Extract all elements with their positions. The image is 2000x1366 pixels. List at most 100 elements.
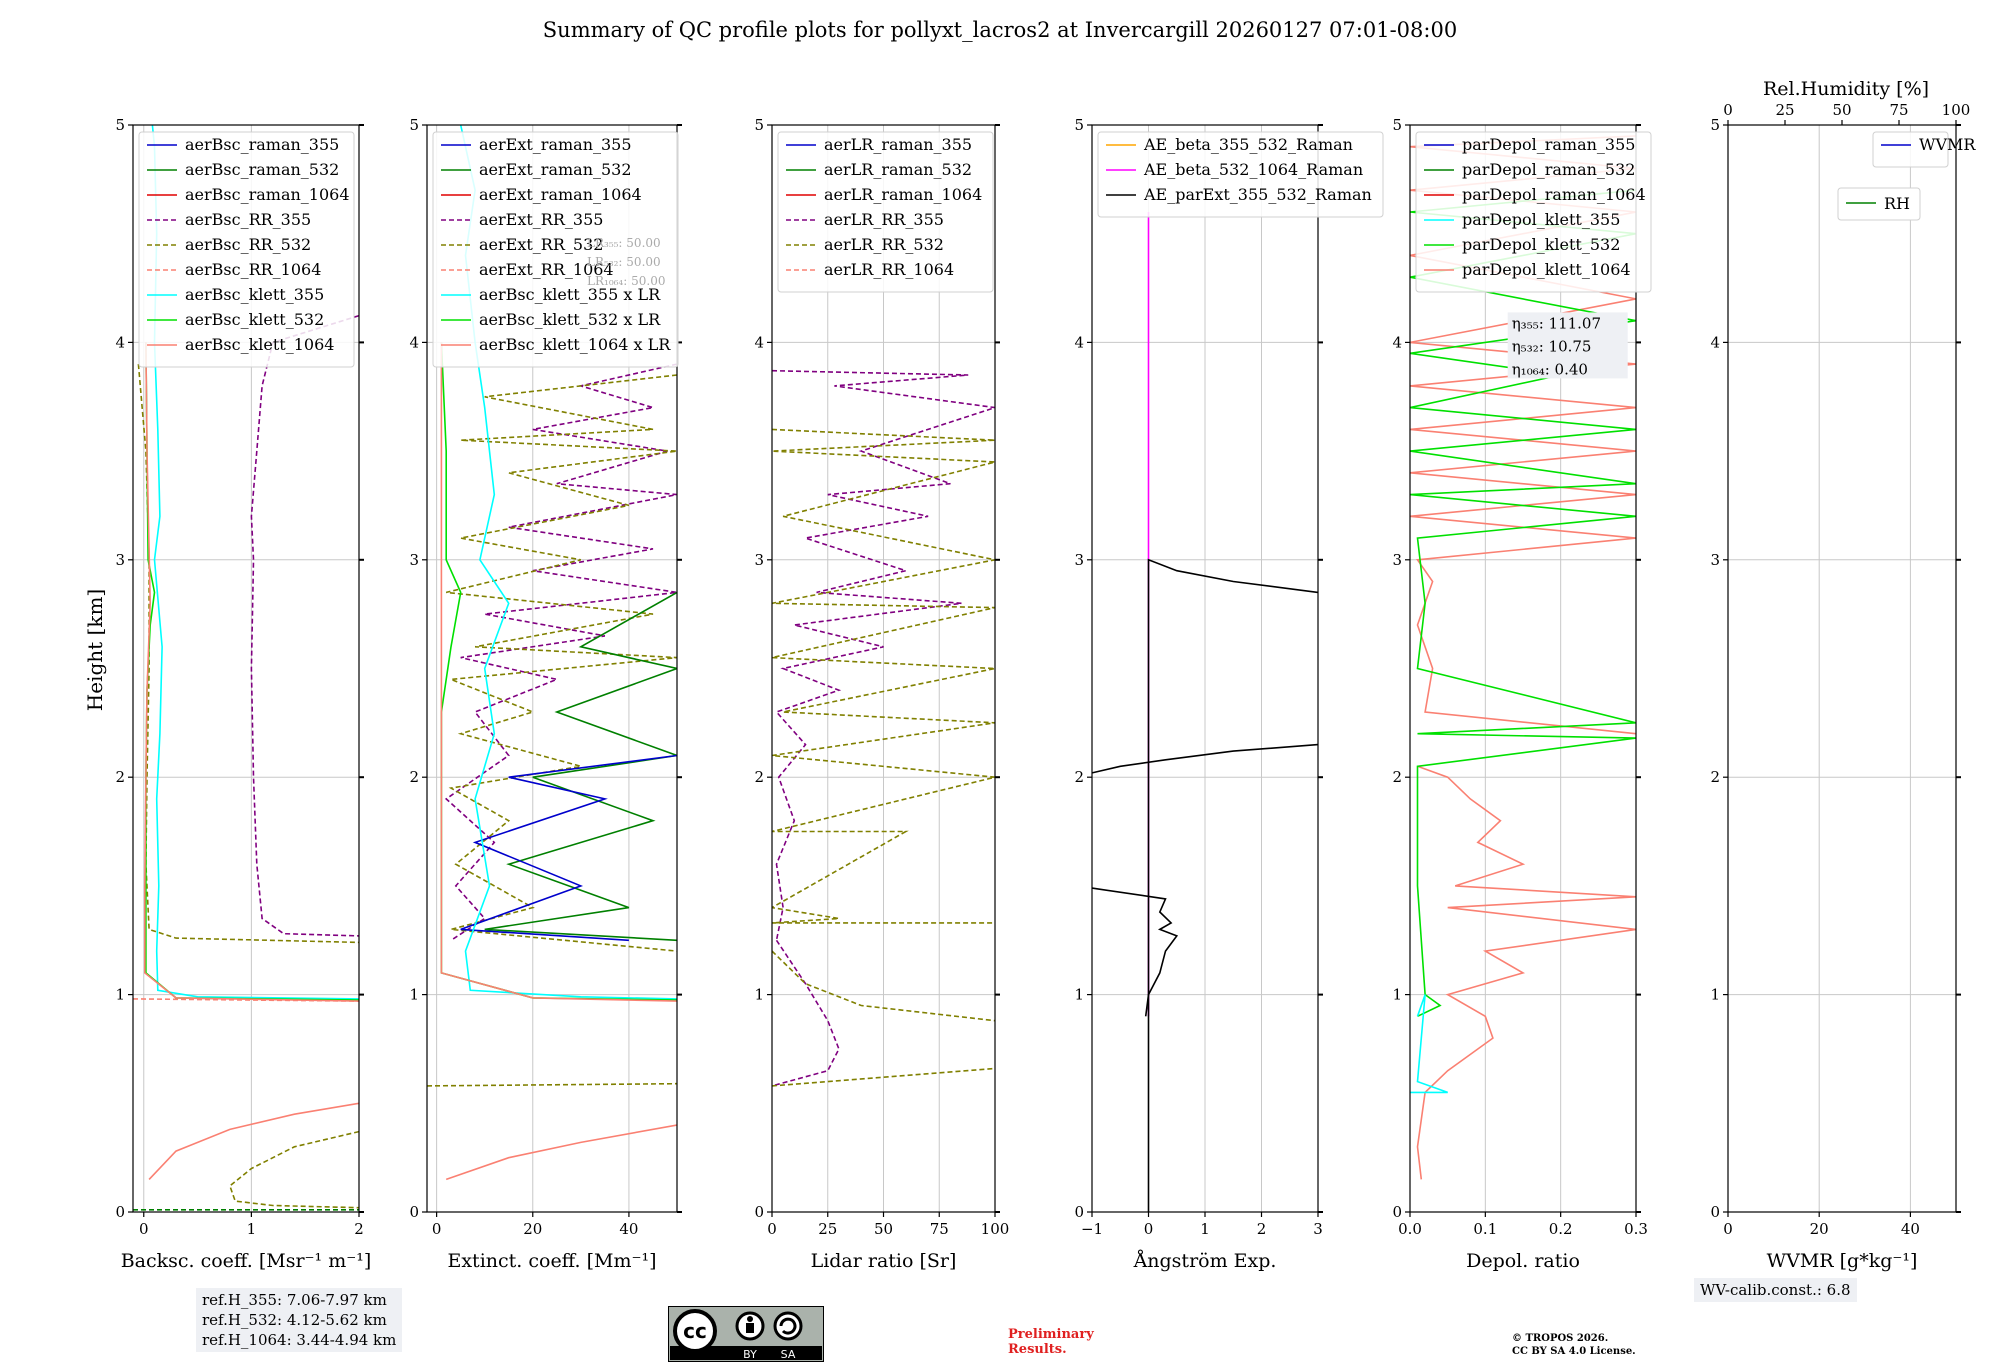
series-line bbox=[250, 314, 359, 937]
legend-entry: aerBsc_klett_355 bbox=[185, 285, 324, 304]
legend-box bbox=[1872, 131, 1949, 168]
legend-entry: aerExt_RR_1064 bbox=[479, 260, 614, 279]
legend-box bbox=[777, 131, 994, 293]
legend-entry: aerLR_RR_355 bbox=[824, 210, 944, 229]
series-line bbox=[484, 591, 677, 942]
x-top-tick-label: 0 bbox=[1723, 101, 1733, 119]
series-line bbox=[460, 754, 677, 942]
x-tick-label: 1 bbox=[1200, 1220, 1210, 1238]
cc-icon bbox=[673, 1309, 717, 1353]
series-line bbox=[772, 369, 995, 941]
y-tick-label: 4 bbox=[754, 333, 764, 351]
x-tick-label: 0 bbox=[432, 1220, 442, 1238]
series-line bbox=[228, 1130, 359, 1209]
lr-note: LR₃₅₅: 50.00 bbox=[587, 236, 661, 250]
legend-entry: aerBsc_raman_355 bbox=[185, 135, 339, 154]
series-line bbox=[446, 374, 677, 952]
y-tick-label: 1 bbox=[754, 986, 764, 1004]
series-line bbox=[1092, 743, 1318, 774]
panel-depol: 0 1 2 3 4 5 0.0 0.1 0.2 0.3 Depol. ratio parDepol_r… bbox=[1392, 116, 1652, 1272]
lr-note: LR₅₃₂: 50.00 bbox=[587, 255, 661, 269]
legend-entry: parDepol_klett_532 bbox=[1462, 235, 1620, 254]
y-tick-label: 5 bbox=[409, 116, 419, 134]
x-tick-label: 20 bbox=[1810, 1220, 1829, 1238]
ref-height-532: ref.H_532: 4.12-5.62 km bbox=[202, 1311, 387, 1329]
legend-entry: WVMR bbox=[1919, 135, 1976, 154]
legend-entry: aerBsc_klett_1064 x LR bbox=[479, 335, 671, 354]
x-tick-label: 40 bbox=[1901, 1220, 1920, 1238]
y-tick-label: 2 bbox=[1392, 768, 1402, 786]
y-tick-label: 0 bbox=[1392, 1203, 1402, 1221]
y-tick-label: 5 bbox=[754, 116, 764, 134]
x-tick-label: 0.2 bbox=[1549, 1220, 1573, 1238]
legend-entry: parDepol_klett_1064 bbox=[1462, 260, 1631, 279]
ref-height-box: ref.H_355: 7.06-7.97 km ref.H_532: 4.12-… bbox=[196, 1288, 403, 1352]
x-axis-label: Depol. ratio bbox=[1466, 1250, 1580, 1272]
series-line bbox=[144, 342, 359, 1002]
eta-note: η₃₅₅: 111.07 bbox=[1512, 314, 1601, 332]
legend2-entry: RH bbox=[1884, 194, 1910, 213]
series-group bbox=[427, 125, 677, 1181]
legend-entry: parDepol_raman_355 bbox=[1462, 135, 1635, 154]
series-line bbox=[1147, 558, 1318, 1212]
x-tick-label: 50 bbox=[874, 1220, 893, 1238]
y-tick-label: 4 bbox=[1392, 333, 1402, 351]
series-line bbox=[772, 950, 995, 1022]
x-tick-label: 2 bbox=[1257, 1220, 1267, 1238]
by-label: BY bbox=[743, 1348, 757, 1361]
legend-entry: aerBsc_RR_1064 bbox=[185, 260, 321, 279]
legend-entry: aerBsc_klett_532 bbox=[185, 310, 324, 329]
y-tick-label: 5 bbox=[115, 116, 125, 134]
legend-entry: aerLR_raman_1064 bbox=[824, 185, 982, 204]
series-line bbox=[445, 1124, 677, 1181]
y-tick-label: 3 bbox=[1392, 551, 1402, 569]
sa-icon bbox=[773, 1311, 803, 1341]
legend-entry: aerExt_raman_532 bbox=[479, 160, 632, 179]
y-tick-label: 3 bbox=[754, 551, 764, 569]
series-line bbox=[1092, 887, 1179, 1017]
legend-entry: aerLR_RR_532 bbox=[824, 235, 944, 254]
x-tick-label: 75 bbox=[930, 1220, 949, 1238]
eta-note: η₁₀₆₄: 0.40 bbox=[1512, 360, 1588, 378]
y-tick-label: 4 bbox=[1710, 333, 1720, 351]
y-tick-label: 3 bbox=[1710, 551, 1720, 569]
y-tick-label: 5 bbox=[1392, 116, 1402, 134]
legend-entry: aerBsc_RR_355 bbox=[185, 210, 311, 229]
x-top-tick-label: 25 bbox=[1775, 101, 1794, 119]
cc-icon-text: cc bbox=[683, 1319, 707, 1343]
legend-entry: aerExt_raman_355 bbox=[479, 135, 632, 154]
sa-label: SA bbox=[781, 1348, 796, 1361]
wv-calib-text: WV-calib.const.: 6.8 bbox=[1700, 1281, 1851, 1299]
x-tick-label: 0 bbox=[1144, 1220, 1154, 1238]
y-tick-label: 2 bbox=[1710, 768, 1720, 786]
series-line bbox=[148, 1102, 359, 1180]
axes-frame bbox=[1409, 124, 1637, 1213]
y-tick-label: 4 bbox=[1074, 333, 1084, 351]
panel-ext: 0 1 2 3 4 5 0 20 40 Extinct. coeff. [Mm⁻¹] aerExt_… bbox=[409, 116, 682, 1272]
legend-entry: parDepol_raman_532 bbox=[1462, 160, 1635, 179]
ref-height-355: ref.H_355: 7.06-7.97 km bbox=[202, 1291, 387, 1309]
series-line bbox=[772, 1067, 995, 1087]
legend-entry: aerLR_raman_355 bbox=[824, 135, 972, 154]
eta-note: η₅₃₂: 10.75 bbox=[1512, 337, 1592, 355]
copyright-line-2: CC BY SA 4.0 License. bbox=[1512, 1346, 1636, 1357]
series-line bbox=[440, 342, 677, 1001]
legend-entry: aerExt_RR_355 bbox=[479, 210, 603, 229]
legend-entry: aerBsc_klett_532 x LR bbox=[479, 310, 661, 329]
x-tick-label: 1 bbox=[247, 1220, 257, 1238]
x-tick-label: 0.0 bbox=[1398, 1220, 1422, 1238]
y-tick-label: 2 bbox=[754, 768, 764, 786]
y-tick-label: 0 bbox=[1074, 1203, 1084, 1221]
axes-frame bbox=[1727, 124, 1957, 1213]
x-top-axis-label: Rel.Humidity [%] bbox=[1763, 78, 1929, 100]
lr-note: LR₁₀₆₄: 50.00 bbox=[587, 274, 665, 288]
y-tick-label: 4 bbox=[115, 333, 125, 351]
legend-entry: aerLR_RR_1064 bbox=[824, 260, 954, 279]
x-tick-label: 3 bbox=[1313, 1220, 1323, 1238]
x-tick-label: 25 bbox=[818, 1220, 837, 1238]
legend-entry: aerBsc_raman_1064 bbox=[185, 185, 350, 204]
legend-entry: aerExt_RR_532 bbox=[479, 235, 603, 254]
